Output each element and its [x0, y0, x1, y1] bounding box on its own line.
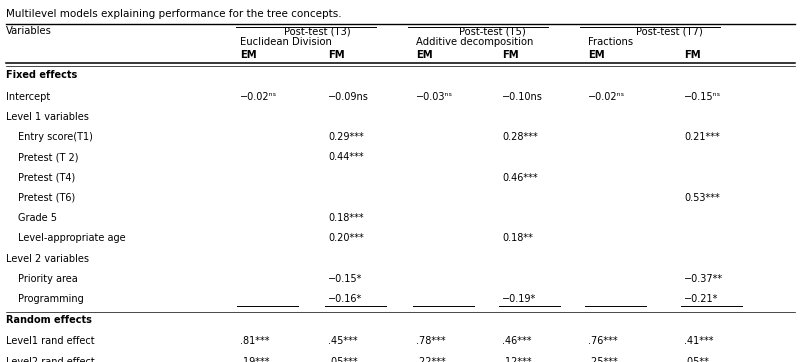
- Text: 0.29***: 0.29***: [328, 132, 364, 142]
- Text: FM: FM: [328, 50, 345, 60]
- Text: .45***: .45***: [328, 336, 358, 346]
- Text: Level 2 variables: Level 2 variables: [6, 254, 90, 264]
- Text: −0.21*: −0.21*: [684, 294, 718, 304]
- Text: −0.16*: −0.16*: [328, 294, 362, 304]
- Text: −0.37**: −0.37**: [684, 274, 723, 284]
- Text: EM: EM: [416, 50, 433, 60]
- Text: 0.46***: 0.46***: [502, 173, 538, 183]
- Text: Fixed effects: Fixed effects: [6, 70, 78, 80]
- Text: −0.19*: −0.19*: [502, 294, 537, 304]
- Text: −0.02ⁿˢ: −0.02ⁿˢ: [588, 92, 626, 102]
- Text: Pretest (T 2): Pretest (T 2): [18, 152, 79, 163]
- Text: Level 1 variables: Level 1 variables: [6, 112, 90, 122]
- Text: Pretest (T6): Pretest (T6): [18, 193, 76, 203]
- Text: −0.02ⁿˢ: −0.02ⁿˢ: [240, 92, 278, 102]
- Text: −0.15ⁿˢ: −0.15ⁿˢ: [684, 92, 722, 102]
- Text: Programming: Programming: [18, 294, 84, 304]
- Text: .76***: .76***: [588, 336, 618, 346]
- Text: −0.09ns: −0.09ns: [328, 92, 369, 102]
- Text: 0.20***: 0.20***: [328, 233, 364, 244]
- Text: Level1 rand effect: Level1 rand effect: [6, 336, 95, 346]
- Text: .46***: .46***: [502, 336, 532, 346]
- Text: 0.44***: 0.44***: [328, 152, 364, 163]
- Text: .05***: .05***: [328, 357, 358, 362]
- Text: .81***: .81***: [240, 336, 270, 346]
- Text: Variables: Variables: [6, 26, 52, 36]
- Text: 0.18**: 0.18**: [502, 233, 534, 244]
- Text: Fractions: Fractions: [588, 37, 633, 47]
- Text: −0.03ⁿˢ: −0.03ⁿˢ: [416, 92, 453, 102]
- Text: FM: FM: [502, 50, 519, 60]
- Text: .19***: .19***: [240, 357, 270, 362]
- Text: .12***: .12***: [502, 357, 532, 362]
- Text: FM: FM: [684, 50, 701, 60]
- Text: .05**: .05**: [684, 357, 709, 362]
- Text: Pretest (T4): Pretest (T4): [18, 173, 76, 183]
- Text: −0.10ns: −0.10ns: [502, 92, 543, 102]
- Text: Post-test (T7): Post-test (T7): [636, 26, 702, 36]
- Text: Entry score(T1): Entry score(T1): [18, 132, 94, 142]
- Text: EM: EM: [588, 50, 605, 60]
- Text: .22***: .22***: [416, 357, 446, 362]
- Text: Multilevel models explaining performance for the tree concepts.: Multilevel models explaining performance…: [6, 9, 342, 19]
- Text: Intercept: Intercept: [6, 92, 50, 102]
- Text: −0.15*: −0.15*: [328, 274, 362, 284]
- Text: Level-appropriate age: Level-appropriate age: [18, 233, 126, 244]
- Text: .78***: .78***: [416, 336, 446, 346]
- Text: Additive decomposition: Additive decomposition: [416, 37, 534, 47]
- Text: Post-test (T5): Post-test (T5): [459, 26, 526, 36]
- Text: 0.53***: 0.53***: [684, 193, 720, 203]
- Text: 0.18***: 0.18***: [328, 213, 364, 223]
- Text: .41***: .41***: [684, 336, 714, 346]
- Text: Post-test (T3): Post-test (T3): [284, 26, 350, 36]
- Text: Random effects: Random effects: [6, 315, 92, 325]
- Text: EM: EM: [240, 50, 257, 60]
- Text: .25***: .25***: [588, 357, 618, 362]
- Text: Priority area: Priority area: [18, 274, 78, 284]
- Text: Level2 rand effect: Level2 rand effect: [6, 357, 95, 362]
- Text: 0.28***: 0.28***: [502, 132, 538, 142]
- Text: Euclidean Division: Euclidean Division: [240, 37, 332, 47]
- Text: 0.21***: 0.21***: [684, 132, 720, 142]
- Text: Grade 5: Grade 5: [18, 213, 58, 223]
